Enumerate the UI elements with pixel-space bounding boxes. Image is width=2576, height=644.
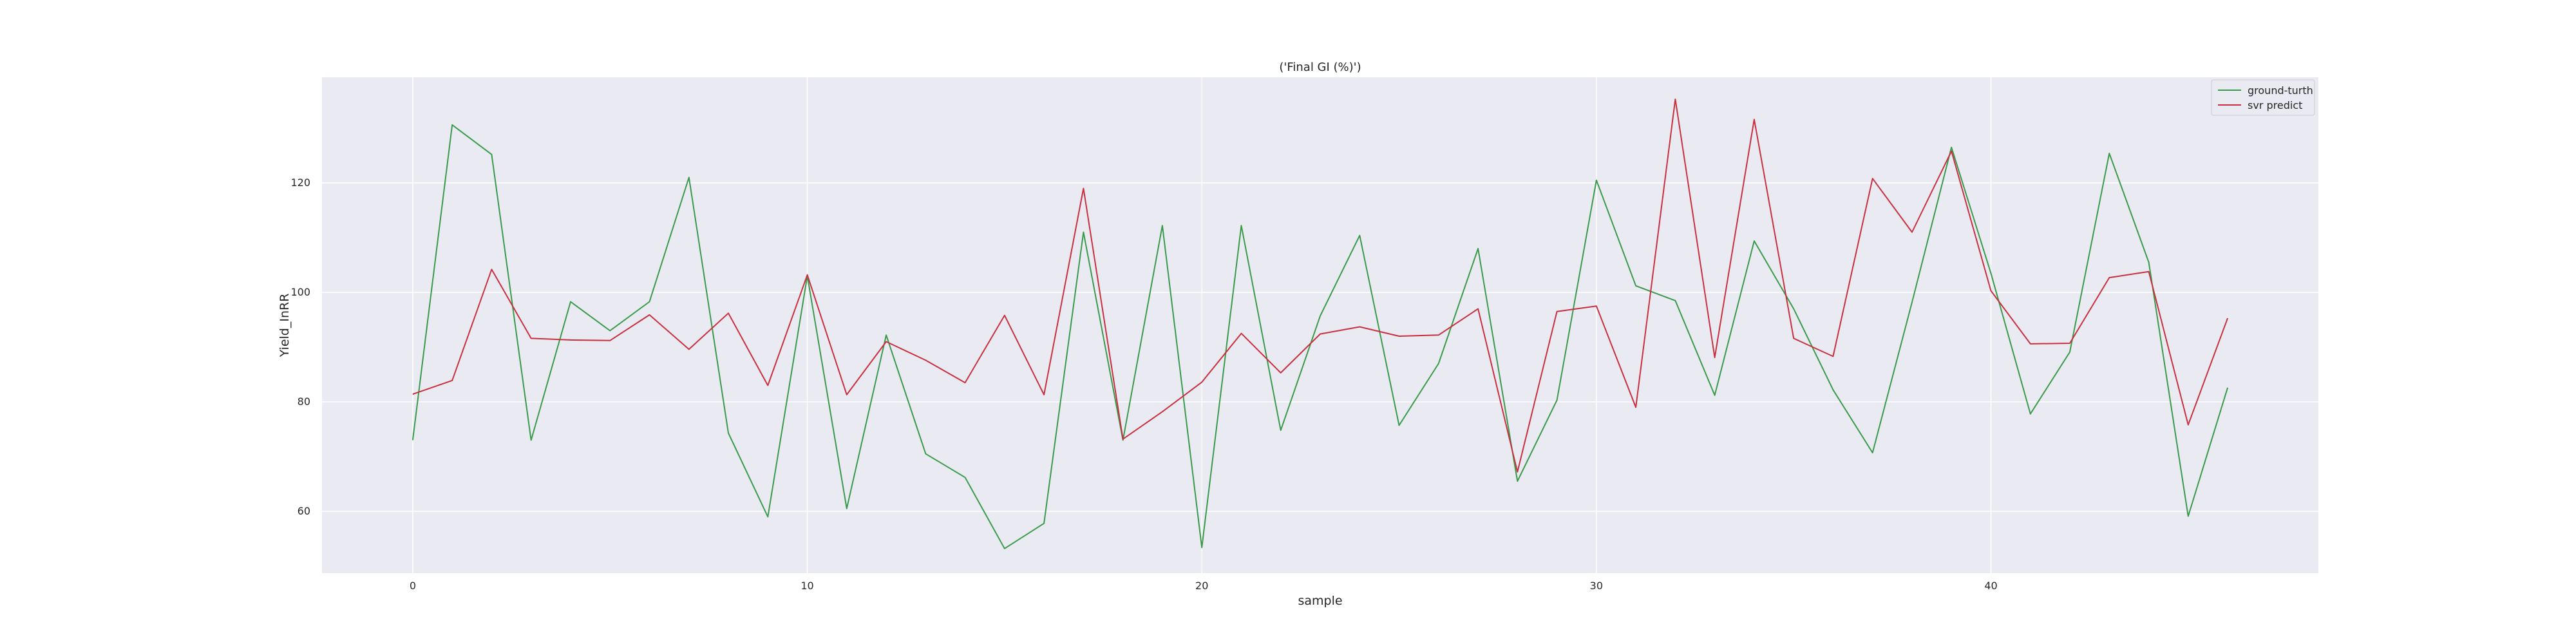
x-tick-label: 10 [800, 580, 813, 592]
legend-label-ground-turth: ground-turth [2248, 84, 2313, 97]
series-layer [412, 99, 2229, 549]
legend-label-svr-predict: svr predict [2248, 99, 2302, 111]
y-tick-label: 80 [298, 395, 310, 408]
x-tick-label: 20 [1195, 580, 1208, 592]
y-axis-label: Yield_InRR [278, 294, 292, 358]
series-line-ground-turth [412, 124, 2229, 549]
grid-lines-y [322, 182, 2318, 512]
y-tick-label: 60 [298, 505, 310, 517]
x-tick-label: 40 [1984, 580, 1997, 592]
y-tick-labels: 60 80 100 120 [290, 176, 310, 517]
x-tick-label: 0 [410, 580, 416, 592]
series-line-svr-predict [412, 99, 2229, 473]
grid-lines-x [412, 77, 1992, 573]
x-tick-labels: 0 10 20 30 40 [410, 580, 1998, 592]
legend-box [2211, 79, 2315, 116]
x-tick-label: 30 [1590, 580, 1603, 592]
legend: ground-turth svr predict [2211, 79, 2315, 116]
y-tick-label: 120 [290, 176, 310, 189]
plot-area [322, 77, 2318, 573]
chart-title: ('Final GI (%)') [1279, 61, 1361, 74]
y-tick-label: 100 [290, 286, 310, 298]
x-axis-label: sample [1298, 594, 1342, 608]
